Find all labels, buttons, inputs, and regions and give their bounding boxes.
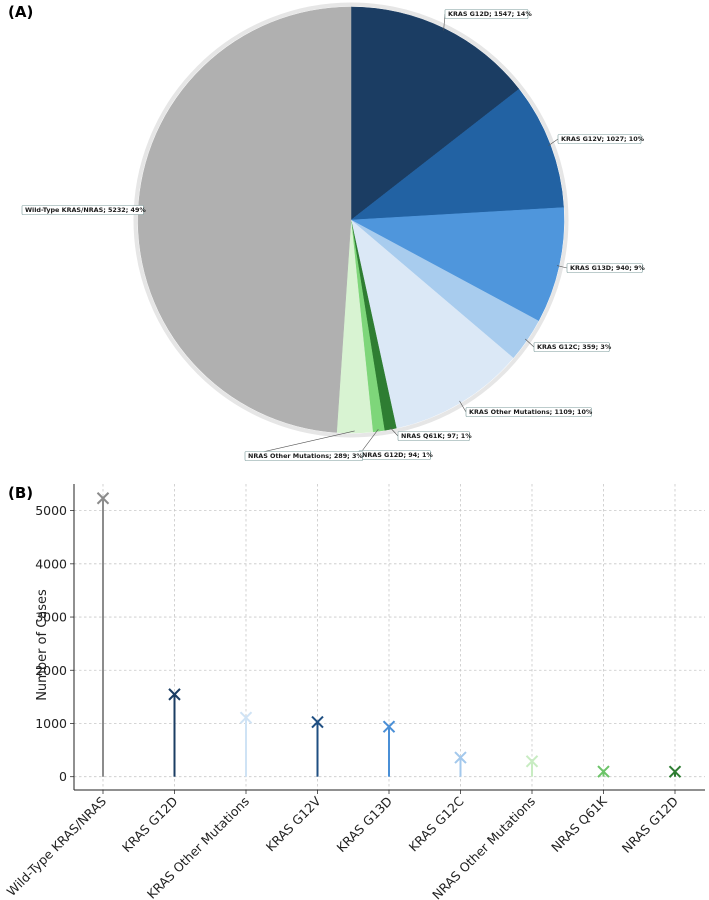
pie-label-box-nras-other-mutations [244,451,363,461]
y-tick-label: 4000 [35,556,67,571]
pie-label-kras-g12d: KRAS G12D; 1547; 14% [448,10,532,18]
x-tick-label-nras-g12d: NRAS G12D [619,794,681,856]
x-tick-label-kras-g12c: KRAS G12C [406,793,467,854]
x-tick-label-kras-g12d: KRAS G12D [119,794,181,856]
y-tick-label: 5000 [35,503,67,518]
pie-label-nras-q61k: NRAS Q61K; 97; 1% [401,432,472,440]
pie-label-kras-other-mutations: KRAS Other Mutations; 1109; 10% [469,408,593,416]
stem-marker-kras-g13d [382,720,396,733]
pie-label-kras-g12v: KRAS G12V; 1027; 10% [561,135,645,143]
pie-label-box-wild-type-kras-nras [21,205,144,215]
pie-label-box-kras-other-mutations [465,407,592,417]
stem-marker-wild-type-kras-nras [96,492,110,505]
stem-marker-nras-q61k [597,765,610,778]
pie-leader-kras-g12v [548,138,559,146]
stem-marker-kras-g12v [311,715,324,729]
x-tick-label-kras-g13d: KRAS G13D [334,794,396,856]
y-tick-label: 1000 [35,716,67,731]
y-tick-label: 2000 [35,663,67,678]
x-tick-label-nras-q61k: NRAS Q61K [548,793,610,855]
pie-leader-kras-g13d [556,265,568,269]
pie-chart: KRAS G12D; 1547; 14% KRAS G12V; 1027; 10%… [21,2,645,461]
pie-label-box-kras-g13d [566,263,643,273]
pie-label-nras-other-mutations: NRAS Other Mutations; 289; 3% [248,452,363,460]
panel-b-label: (B) [8,484,33,502]
stem-chart: 0 1000 2000 3000 4000 5000 Number of Cases Wild… [4,484,705,900]
stem-marker-kras-g12c [454,751,467,764]
x-tick-label-wild-type-kras-nras: Wild-Type KRAS/NRAS [4,793,109,898]
stem-marker-nras-g12d [668,765,682,778]
pie-label-box-kras-g12v [557,134,642,144]
stem-marker-kras-g12d [168,688,181,701]
pie-leader-kras-g12c [525,338,535,348]
pie-label-kras-g12c: KRAS G12C; 359; 3% [537,343,612,351]
pie-label-box-nras-q61k [397,431,470,441]
x-tick-label-kras-g12v: KRAS G12V [263,793,324,854]
pie-leader-nras-q61k [389,427,399,437]
pie-label-nras-g12d: NRAS G12D; 94; 1% [362,451,433,459]
stem-marker-nras-other-mutations [525,755,539,768]
pie-label-wild-type-kras-nras: Wild-Type KRAS/NRAS; 5232; 49% [25,206,146,214]
panel-a-label: (A) [8,3,33,21]
y-tick-label: 3000 [35,610,67,625]
pie-leader-kras-other-mutations [459,400,467,413]
pie-slice-kras-g12v [350,88,564,221]
pie-slice-wild-type-kras-nras [137,6,352,433]
y-axis-title: Number of Cases [35,589,50,701]
pie-shadow-ring [133,2,569,438]
stem-marker-kras-other-mutations [239,711,253,724]
pie-label-box-kras-g12d [444,9,529,19]
y-tick-label: 0 [59,769,67,784]
pie-label-box-kras-g12c [533,342,610,352]
pie-label-kras-g13d: KRAS G13D; 940; 9% [570,264,645,272]
pie-slice-kras-g12d [350,6,520,221]
